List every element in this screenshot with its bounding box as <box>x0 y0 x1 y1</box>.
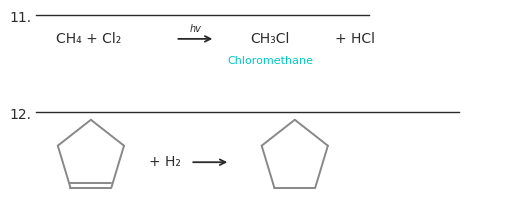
Text: + H₂: + H₂ <box>149 155 180 169</box>
Text: CH₄ + Cl₂: CH₄ + Cl₂ <box>56 32 121 46</box>
Text: CH₃Cl: CH₃Cl <box>250 32 290 46</box>
Text: Chloromethane: Chloromethane <box>227 56 313 66</box>
Text: + HCl: + HCl <box>335 32 375 46</box>
Text: hv: hv <box>190 24 201 34</box>
Text: 11.: 11. <box>9 11 32 25</box>
Text: 12.: 12. <box>9 108 31 122</box>
